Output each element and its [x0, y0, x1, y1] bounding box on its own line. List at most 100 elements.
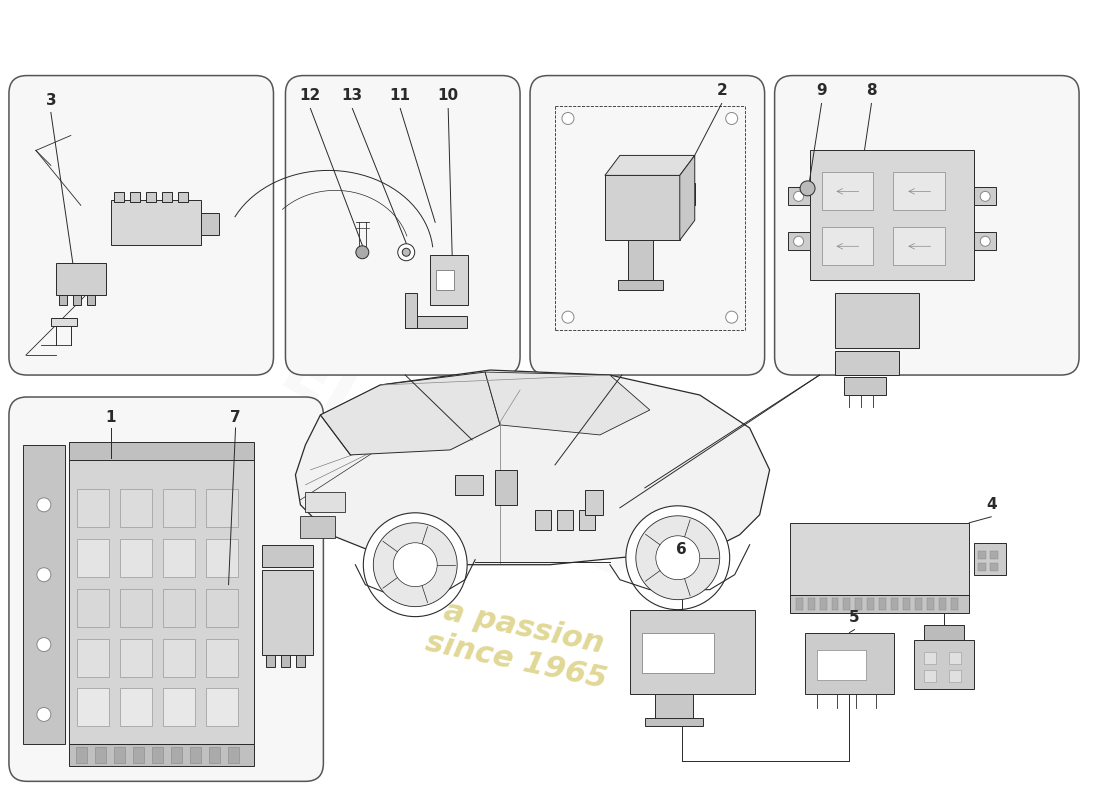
Polygon shape — [680, 155, 695, 240]
Polygon shape — [605, 155, 695, 175]
Polygon shape — [924, 670, 936, 682]
Text: 4: 4 — [986, 498, 997, 512]
Circle shape — [980, 236, 990, 246]
Polygon shape — [790, 594, 969, 613]
Circle shape — [37, 707, 51, 722]
Polygon shape — [152, 747, 163, 763]
Polygon shape — [680, 183, 695, 206]
Polygon shape — [430, 255, 469, 305]
Circle shape — [394, 542, 437, 586]
Polygon shape — [856, 598, 862, 610]
Polygon shape — [77, 689, 109, 726]
Circle shape — [626, 506, 729, 610]
Polygon shape — [455, 475, 483, 495]
Polygon shape — [69, 745, 253, 766]
FancyBboxPatch shape — [774, 75, 1079, 375]
Polygon shape — [978, 550, 987, 558]
Circle shape — [636, 516, 719, 600]
Polygon shape — [163, 489, 195, 526]
Polygon shape — [189, 747, 200, 763]
Polygon shape — [788, 232, 810, 250]
Polygon shape — [113, 192, 123, 202]
Polygon shape — [903, 598, 911, 610]
Polygon shape — [77, 538, 109, 577]
Polygon shape — [262, 570, 314, 654]
Polygon shape — [206, 489, 238, 526]
Polygon shape — [206, 638, 238, 677]
Polygon shape — [56, 263, 106, 295]
Circle shape — [398, 244, 415, 261]
Polygon shape — [95, 747, 106, 763]
Text: 3: 3 — [45, 93, 56, 108]
Text: 10: 10 — [438, 88, 459, 103]
Polygon shape — [59, 295, 67, 305]
FancyBboxPatch shape — [9, 75, 274, 375]
Polygon shape — [120, 589, 152, 626]
Polygon shape — [816, 650, 867, 679]
Circle shape — [363, 513, 468, 617]
Polygon shape — [405, 316, 468, 328]
Polygon shape — [641, 633, 714, 673]
Polygon shape — [820, 598, 826, 610]
Polygon shape — [145, 192, 156, 202]
Polygon shape — [77, 589, 109, 626]
Circle shape — [726, 113, 738, 125]
Polygon shape — [605, 175, 680, 240]
Circle shape — [37, 638, 51, 651]
Polygon shape — [949, 651, 961, 663]
Polygon shape — [120, 689, 152, 726]
Polygon shape — [822, 227, 873, 266]
Polygon shape — [618, 280, 663, 290]
Polygon shape — [654, 694, 693, 722]
Polygon shape — [51, 318, 77, 326]
Polygon shape — [163, 689, 195, 726]
Polygon shape — [628, 240, 652, 285]
Polygon shape — [975, 187, 997, 206]
Polygon shape — [113, 747, 124, 763]
Circle shape — [37, 498, 51, 512]
Circle shape — [355, 246, 368, 258]
Polygon shape — [69, 442, 253, 460]
Circle shape — [980, 191, 990, 202]
Circle shape — [403, 248, 410, 256]
Text: 13: 13 — [342, 88, 363, 103]
Text: 8: 8 — [866, 83, 877, 98]
Polygon shape — [795, 598, 803, 610]
Circle shape — [726, 311, 738, 323]
Polygon shape — [206, 538, 238, 577]
Polygon shape — [832, 598, 838, 610]
Polygon shape — [535, 510, 551, 530]
Polygon shape — [645, 718, 703, 726]
Text: a passion
since 1965: a passion since 1965 — [424, 594, 617, 694]
Polygon shape — [939, 598, 946, 610]
Polygon shape — [990, 562, 998, 570]
Polygon shape — [893, 227, 945, 266]
Polygon shape — [437, 270, 454, 290]
Polygon shape — [949, 670, 961, 682]
Polygon shape — [282, 654, 290, 666]
Polygon shape — [120, 538, 152, 577]
Polygon shape — [845, 377, 887, 395]
Polygon shape — [891, 598, 899, 610]
Polygon shape — [927, 598, 934, 610]
Circle shape — [800, 181, 815, 196]
Polygon shape — [788, 187, 810, 206]
Polygon shape — [579, 510, 595, 530]
Polygon shape — [485, 372, 650, 435]
Circle shape — [373, 522, 458, 606]
Text: 1: 1 — [106, 410, 116, 426]
Text: 7: 7 — [230, 410, 241, 426]
Text: 6: 6 — [676, 542, 688, 558]
FancyBboxPatch shape — [9, 397, 323, 782]
Polygon shape — [163, 538, 195, 577]
Polygon shape — [300, 516, 336, 538]
Polygon shape — [133, 747, 144, 763]
Polygon shape — [915, 598, 923, 610]
Circle shape — [793, 236, 804, 246]
Polygon shape — [228, 747, 239, 763]
Polygon shape — [296, 654, 306, 666]
Text: 11: 11 — [389, 88, 410, 103]
Polygon shape — [163, 589, 195, 626]
Text: ELFERSPOT: ELFERSPOT — [270, 339, 691, 621]
Polygon shape — [209, 747, 220, 763]
